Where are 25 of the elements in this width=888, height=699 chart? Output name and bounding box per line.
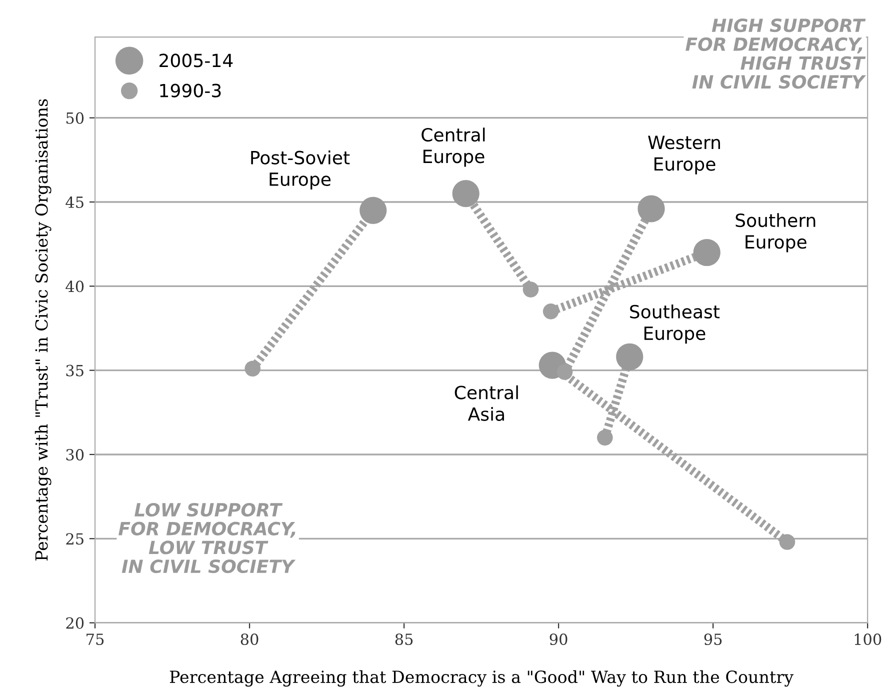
y-tick-label: 20 [66, 617, 84, 629]
y-tick-label: 45 [66, 196, 84, 208]
legend-label: 1990-3 [160, 84, 221, 98]
annotation: Central Europe [422, 128, 485, 167]
legend-label: 2005-14 [160, 54, 233, 68]
x-tick-label: 100 [854, 633, 882, 646]
x-axis-title: Percentage Agreeing that Democracy is a "Good" Way to Run the Country [170, 670, 794, 687]
x-tick-label: 95 [704, 633, 722, 646]
y-tick-label: 40 [66, 280, 84, 292]
y-tick-label: 25 [66, 533, 84, 545]
annotation: Western Europe [648, 136, 720, 174]
x-tick-label: 75 [86, 634, 104, 646]
y-tick-label: 30 [66, 448, 84, 461]
x-tick-label: 85 [395, 633, 413, 646]
annotation: Southeast Europe [630, 304, 720, 344]
x-tick-label: 80 [240, 633, 258, 646]
x-tick-label: 90 [550, 633, 568, 646]
annotation: Central Asia [454, 385, 518, 421]
y-axis-title: Percentage with "Trust" in Civic Society Organisations [34, 99, 52, 561]
annotation: Southern Europe [736, 213, 816, 252]
y-tick-label: 50 [66, 112, 84, 124]
y-tick-label: 35 [66, 364, 84, 376]
annotation: Post-Soviet Europe [251, 150, 350, 190]
annotation: HIGH SUPPORT FOR DEMOCRACY, HIGH TRUST IN CIVIL SOCIETY [686, 18, 866, 89]
annotation: LOW SUPPORT FOR DEMOCRACY, LOW TRUST IN CIVIL SOCIETY [118, 502, 296, 574]
